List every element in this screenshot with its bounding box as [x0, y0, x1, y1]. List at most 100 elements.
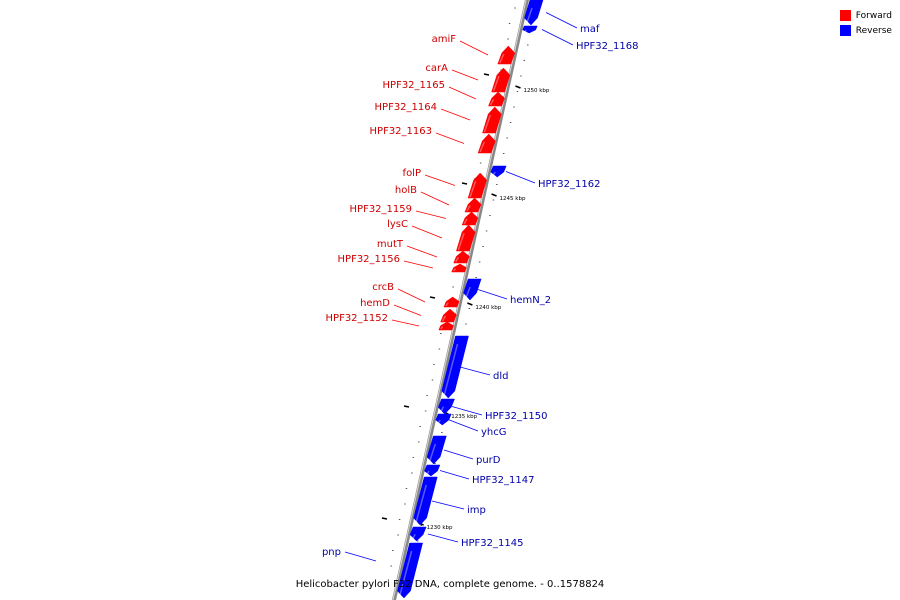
forward-gene-arrow-highlight — [466, 204, 471, 212]
forward-gene-arrow — [453, 250, 470, 264]
forward-gene-arrow-highlight — [440, 326, 444, 330]
reverse-gene-arrow — [441, 335, 469, 399]
major-tick — [403, 405, 410, 408]
forward-gene-label: folP — [403, 168, 421, 179]
forward-gene-arrow-highlight — [492, 75, 500, 92]
major-tick — [483, 73, 490, 76]
reverse-gene-label: HPF32_1168 — [576, 41, 638, 52]
major-tick-label: 1250 kbp — [523, 88, 549, 94]
reverse-leader-line — [451, 406, 483, 416]
reverse-gene-label: imp — [467, 505, 486, 516]
reverse-gene-arrow-highlight — [428, 443, 437, 464]
forward-leader-line — [391, 319, 420, 327]
backbone-line — [392, 0, 529, 600]
forward-leader-line — [411, 225, 443, 239]
reverse-gene-arrow-highlight — [398, 550, 413, 598]
reverse-gene-label: maf — [580, 24, 600, 35]
major-tick — [381, 517, 388, 520]
reverse-leader-line — [443, 449, 474, 460]
reverse-gene-arrow-highlight — [414, 484, 427, 525]
forward-gene-label: hemD — [360, 298, 390, 309]
major-tick-label: 1245 kbp — [500, 196, 526, 202]
forward-gene-label: crcB — [372, 282, 394, 293]
reverse-gene-label: HPF32_1147 — [472, 475, 534, 486]
forward-leader-line — [424, 174, 456, 186]
forward-leader-line — [459, 40, 489, 56]
reverse-leader-line — [447, 419, 479, 432]
reverse-leader-line — [477, 289, 508, 300]
major-tick — [467, 302, 473, 306]
forward-gene-arrow-highlight — [489, 98, 495, 106]
forward-gene-arrow-highlight — [499, 53, 505, 64]
reverse-gene-arrow-highlight — [425, 470, 430, 476]
feature-labels: amiF carA HPF32_1165 HPF32_1164 HPF32_1163fo… — [322, 24, 639, 558]
forward-gene-arrow-highlight — [453, 268, 457, 272]
major-tick-label: 1235 kbp — [451, 414, 477, 420]
reverse-gene-label: hemN_2 — [510, 295, 551, 306]
major-tick-label: 1230 kbp — [427, 525, 453, 531]
major-tick — [515, 85, 521, 89]
reverse-gene-arrow — [463, 278, 482, 301]
reverse-leader-line — [431, 500, 465, 510]
forward-gene-arrow — [477, 133, 496, 154]
reverse-leader-line — [505, 171, 536, 184]
forward-gene-label: HPF32_1156 — [338, 254, 400, 265]
forward-gene-label: amiF — [432, 34, 457, 45]
reverse-gene-label: HPF32_1162 — [538, 179, 600, 190]
reverse-gene-label: dld — [493, 371, 508, 382]
reverse-gene-arrow-highlight — [437, 419, 441, 425]
forward-gene-arrow-highlight — [445, 302, 449, 307]
forward-gene-arrow-highlight — [441, 315, 447, 322]
forward-gene-label: mutT — [377, 239, 404, 250]
legend-reverse-label: Reverse — [855, 25, 892, 36]
reverse-gene-arrow-highlight — [443, 343, 459, 398]
forward-leader-line — [451, 69, 479, 81]
forward-gene-label: HPF32_1165 — [383, 80, 445, 91]
reverse-leader-line — [439, 470, 470, 480]
forward-gene-label: HPF32_1159 — [350, 204, 412, 215]
reverse-gene-arrow — [524, 0, 544, 26]
forward-leader-line — [393, 304, 422, 316]
reverse-gene-label: pnp — [322, 547, 341, 558]
forward-leader-line — [397, 288, 426, 303]
forward-gene-arrow — [482, 106, 502, 134]
forward-gene-arrow-highlight — [469, 180, 477, 198]
reverse-gene-arrow — [397, 542, 423, 599]
forward-leader-line — [415, 210, 447, 219]
genome-caption: Helicobacter pylori F32 DNA, complete ge… — [296, 579, 605, 590]
reverse-gene-arrow-highlight — [492, 171, 496, 177]
forward-gene-label: HPF32_1163 — [370, 126, 432, 137]
legend-item-forward: Forward — [839, 8, 892, 23]
forward-gene-label: HPF32_1152 — [326, 313, 388, 324]
forward-gene-arrow-highlight — [457, 232, 465, 251]
forward-gene-arrow-highlight — [483, 114, 491, 133]
forward-leader-line — [440, 108, 471, 121]
forward-leader-line — [403, 260, 434, 269]
forward-swatch — [839, 10, 851, 21]
reverse-gene-arrow — [413, 476, 438, 526]
legend-item-reverse: Reverse — [839, 23, 892, 38]
forward-gene-arrow-highlight — [463, 218, 468, 225]
major-tick — [461, 182, 468, 185]
reverse-gene-label: HPF32_1150 — [485, 411, 547, 422]
reverse-gene-arrow — [522, 25, 538, 34]
reverse-gene-arrow — [426, 435, 447, 465]
leader-lines — [344, 12, 578, 562]
forward-gene-label: carA — [425, 63, 448, 74]
forward-gene-label: lysC — [387, 219, 408, 230]
forward-gene-arrow — [451, 263, 467, 273]
reverse-leader-line — [541, 29, 574, 46]
forward-leader-line — [406, 245, 438, 258]
reverse-leader-line — [459, 366, 491, 376]
reverse-gene-arrow-highlight — [525, 7, 533, 25]
reverse-gene-arrow — [435, 413, 452, 426]
forward-gene-arrow — [443, 296, 460, 308]
forward-gene-arrow — [488, 91, 505, 107]
features — [397, 0, 544, 599]
reverse-gene-label: purD — [476, 455, 501, 466]
major-tick — [429, 296, 436, 299]
forward-gene-label: HPF32_1164 — [375, 102, 437, 113]
reverse-gene-arrow — [437, 398, 455, 415]
